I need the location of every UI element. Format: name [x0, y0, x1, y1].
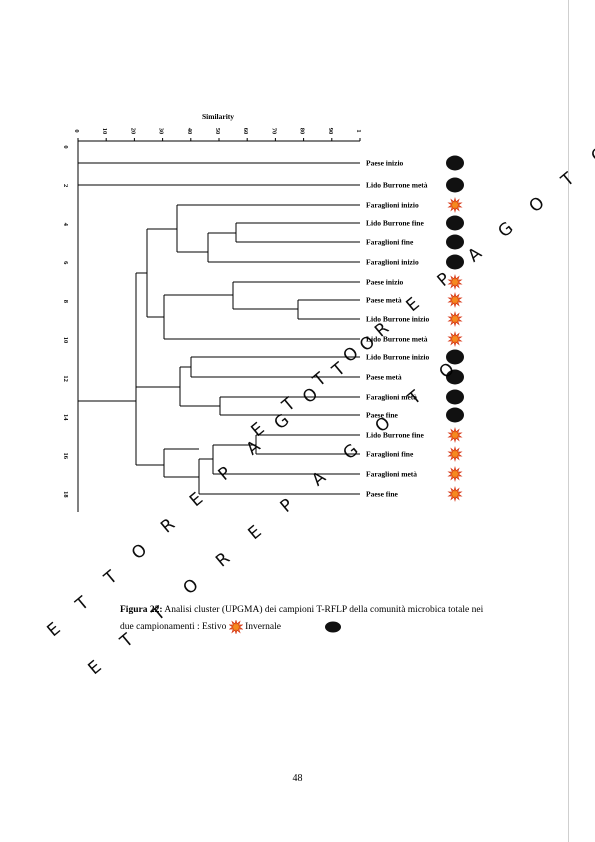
page-number: 48 — [292, 773, 303, 784]
invernale-symbol — [446, 369, 464, 385]
watermark-letter: R — [157, 514, 179, 537]
estivo-symbol — [447, 274, 463, 290]
invernale-symbol — [446, 177, 464, 193]
left-tick-label: 14 — [62, 414, 69, 421]
watermark-letter: P — [277, 495, 298, 517]
sample-label: Faraglioni fine — [366, 450, 414, 459]
sample-label: Paese fine — [366, 411, 399, 420]
sample-label: Faraglioni inizio — [366, 258, 419, 267]
axis-tick-label: 60 — [242, 128, 249, 135]
watermark-letter: O — [179, 575, 202, 599]
left-tick-label: 12 — [62, 375, 69, 382]
estivo-legend-icon — [228, 619, 243, 634]
axis-title: Similarity — [202, 112, 234, 121]
estivo-symbol — [447, 427, 463, 443]
watermark-letter: O — [339, 343, 362, 367]
estivo-symbol — [447, 446, 463, 462]
left-tick-label: 6 — [62, 261, 69, 265]
sample-label: Lido Burrone inizio — [366, 353, 429, 362]
axis-tick-label: 50 — [214, 128, 221, 135]
watermark-letter: O — [128, 540, 151, 564]
caption-invernale: Invernale — [245, 622, 281, 632]
figure-caption: Figura 22: Analisi cluster (UPGMA) dei c… — [120, 602, 490, 636]
invernale-symbol — [446, 215, 464, 231]
sample-label: Faraglioni fine — [366, 238, 414, 247]
invernale-symbol — [446, 407, 464, 423]
scan-edge — [568, 0, 569, 842]
sample-label: Paese inizio — [366, 278, 404, 287]
estivo-symbol — [447, 197, 463, 213]
sample-label: Paese fine — [366, 490, 399, 499]
left-tick-label: 18 — [62, 491, 69, 498]
watermark-letter: A — [308, 467, 330, 490]
watermark-letter: T — [100, 567, 122, 590]
watermark-letter: T — [328, 359, 350, 382]
axis-tick-label: 70 — [270, 128, 277, 135]
watermark-letter: T — [557, 169, 579, 192]
sample-label: Faraglioni metà — [366, 393, 417, 402]
watermark-letter: O — [587, 143, 595, 167]
estivo-symbol — [447, 311, 463, 327]
invernale-symbol — [446, 155, 464, 171]
sample-label: Lido Burrone metà — [366, 335, 428, 344]
watermark-letter: E — [402, 294, 423, 316]
sample-label: Lido Burrone metà — [366, 181, 428, 190]
estivo-symbol — [447, 331, 463, 347]
sample-label: Paese inizio — [366, 159, 404, 168]
watermark-letter: R — [212, 548, 234, 571]
sample-label: Faraglioni metà — [366, 470, 417, 479]
watermark-letter: E — [244, 522, 265, 544]
caption-figure-number: Figura 22: — [120, 605, 163, 615]
sample-label: Faraglioni inizio — [366, 201, 419, 210]
watermark-letter: G — [495, 218, 518, 242]
dendrogram-tree — [78, 162, 360, 495]
invernale-symbol — [446, 254, 464, 270]
watermark-letter: A — [464, 243, 486, 266]
invernale-legend-icon — [325, 621, 342, 633]
left-tick-label: 2 — [62, 184, 69, 187]
watermark-letter: E — [84, 657, 105, 679]
caption-text: Analisi cluster (UPGMA) dei campioni T-R… — [120, 605, 484, 632]
watermark-letter: O — [525, 193, 548, 217]
watermark-letter: T — [404, 387, 426, 410]
axis-tick-label: 40 — [186, 128, 193, 135]
sample-label: Lido Burrone fine — [366, 219, 424, 228]
axis-tick-label: 90 — [327, 128, 334, 135]
estivo-symbol — [447, 466, 463, 482]
sample-labels: Paese inizio Lido Burrone metà Faraglioni … — [366, 159, 429, 499]
axis-tick-label: 80 — [299, 128, 306, 135]
axis-tick-label: 1 — [355, 129, 362, 132]
estivo-symbol — [447, 486, 463, 502]
sample-label: Lido Burrone inizio — [366, 315, 429, 324]
estivo-symbol — [447, 292, 463, 308]
watermark-letter: T — [71, 593, 93, 616]
sample-label: Paese metà — [366, 296, 402, 305]
left-tick-label: 4 — [62, 223, 69, 227]
watermark-letter: G — [340, 440, 363, 464]
watermark-letter: E — [43, 619, 64, 641]
left-tick-label: 10 — [62, 337, 69, 344]
left-tick-label: 8 — [62, 300, 69, 304]
sample-label: Paese metà — [366, 373, 402, 382]
invernale-symbol — [446, 234, 464, 250]
left-tick-label: 0 — [62, 145, 69, 148]
axis-tick-label: 10 — [101, 128, 108, 135]
watermark-letter: E — [186, 489, 207, 511]
axis-tick-label: 20 — [129, 128, 136, 135]
invernale-symbol — [446, 389, 464, 405]
axis-tick-label: 0 — [73, 129, 80, 132]
axis-tick-label: 30 — [158, 128, 165, 135]
invernale-symbol — [446, 349, 464, 365]
sample-label: Lido Burrone fine — [366, 431, 424, 440]
left-tick-label: 16 — [62, 453, 69, 460]
season-symbols — [446, 155, 464, 502]
